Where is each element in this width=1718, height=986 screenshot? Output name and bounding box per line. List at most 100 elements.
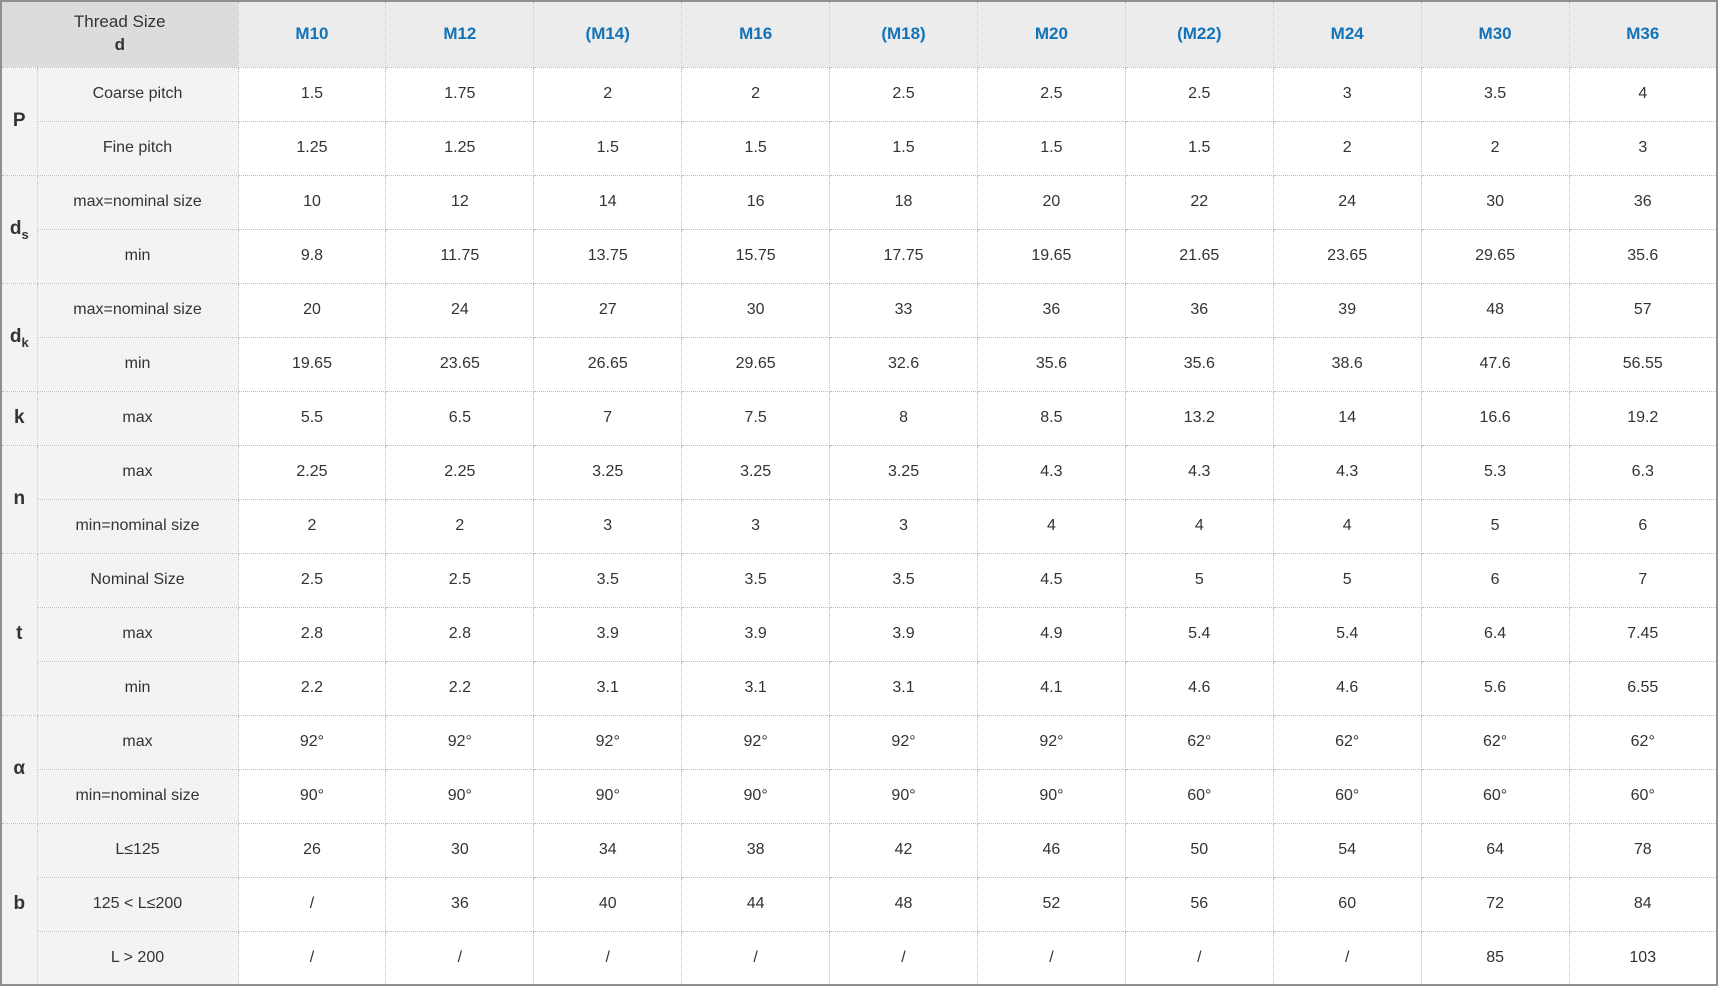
table-row: L > 200// / / / / //85 103: [1, 930, 1718, 986]
table-cell: 27: [533, 282, 683, 338]
table-body: P Coarse pitch 1.5 1.75 2 2 2.5 2.5 2.5 3 3.5 4 Fine…: [0, 66, 1718, 986]
table-cell: 1.5: [533, 120, 683, 176]
table-cell: 38: [681, 822, 831, 878]
table-cell: 5.4: [1272, 606, 1422, 662]
table-row: n max 2.25 2.25 3.25 3.25 3.25 4.3 4.3 4.3 5.3 6.3: [0, 444, 1718, 554]
table-cell: 1.5: [681, 120, 831, 176]
table-cell: 92°: [681, 714, 831, 770]
table-cell: 60°: [1568, 768, 1718, 824]
table-cell: 3: [533, 498, 683, 554]
table-cell: 35.6: [1568, 228, 1718, 284]
table-cell: 2.5: [385, 552, 535, 608]
table-cell: 19.65: [237, 336, 387, 392]
table-row: 125 < L≤200/36 40 44 48 52 56 60 72 84: [1, 876, 1718, 932]
row-label: max: [36, 714, 239, 770]
row-label: min: [36, 336, 239, 392]
table-cell: 4.6: [1272, 660, 1422, 716]
table-cell: 24: [385, 282, 535, 338]
row-label: max: [36, 444, 239, 500]
table-cell: 5: [1124, 552, 1274, 608]
table-row: min 9.8 11.75 13.75 15.75 17.75 19.65 21.65 23.6…: [1, 228, 1718, 284]
corner-header-thread-size: Thread Size d: [0, 0, 239, 68]
table-cell: 30: [385, 822, 535, 878]
table-cell: 92°: [533, 714, 683, 770]
table-row: Fine pitch 1.25 1.25 1.5 1.5 1.5 1.5 1.5 2 2 3: [1, 120, 1718, 176]
table-cell: 3.25: [829, 444, 978, 500]
table-cell: 2.8: [237, 606, 387, 662]
table-cell: 1.25: [237, 120, 387, 176]
table-cell: 4.3: [1124, 444, 1274, 500]
table-cell: 2.25: [237, 444, 387, 500]
table-cell: 4: [1124, 498, 1274, 554]
table-row: t Nominal Size 2.5 2.5 3.5 3.5 3.5 4.5 5 5 6 7: [0, 552, 1718, 716]
table-cell: 26.65: [533, 336, 683, 392]
row-label: max=nominal size: [36, 282, 239, 338]
table-cell: 92°: [976, 714, 1126, 770]
table-cell: /: [385, 930, 535, 986]
row-group-symbol-t: t: [0, 552, 38, 716]
table-cell: /: [1272, 930, 1422, 986]
table-cell: 78: [1568, 822, 1718, 878]
table-cell: 16: [681, 174, 831, 230]
column-header-m24: M24: [1272, 0, 1422, 68]
table-cell: 13.75: [533, 228, 683, 284]
table-cell: 34: [533, 822, 683, 878]
table-cell: 5.3: [1420, 444, 1570, 500]
table-cell: 36: [1568, 174, 1718, 230]
table-cell: 21.65: [1124, 228, 1274, 284]
table-cell: 84: [1568, 876, 1718, 932]
table-cell: 90°: [385, 768, 535, 824]
table-cell: 2: [1272, 120, 1422, 176]
table-cell: 6: [1568, 498, 1718, 554]
table-cell: 2: [533, 66, 683, 122]
table-cell: 38.6: [1272, 336, 1422, 392]
table-cell: 4: [976, 498, 1126, 554]
column-header-m30: M30: [1420, 0, 1570, 68]
table-cell: 23.65: [385, 336, 535, 392]
table-cell: 2.5: [237, 552, 387, 608]
table-row: min=nominal size 2 2 3 3 3 4 4 4 5 6: [1, 498, 1718, 554]
table-cell: 5: [1420, 498, 1570, 554]
table-cell: 8.5: [976, 390, 1126, 446]
table-row: min 19.65 23.65 26.65 29.65 32.6 35.6 35.6 38.6 4…: [1, 336, 1718, 392]
table-cell: 7: [533, 390, 683, 446]
table-cell: 47.6: [1420, 336, 1570, 392]
table-cell: 4.3: [976, 444, 1126, 500]
table-cell: 2.2: [237, 660, 387, 716]
table-cell: 3.9: [533, 606, 683, 662]
table-cell: 29.65: [1420, 228, 1570, 284]
table-cell: 56.55: [1568, 336, 1718, 392]
table-cell: 3.1: [829, 660, 978, 716]
table-cell: 32.6: [829, 336, 978, 392]
column-header-m12: M12: [385, 0, 535, 68]
table-cell: 3: [829, 498, 978, 554]
table-cell: 10: [237, 174, 387, 230]
table-cell: 4.5: [976, 552, 1126, 608]
table-cell: 103: [1568, 930, 1718, 986]
table-row: α max 92° 92° 92° 92° 92° 92° 62° 62° 62° 62°: [0, 714, 1718, 824]
table-cell: 1.75: [385, 66, 535, 122]
table-cell: 30: [681, 282, 831, 338]
table-cell: 3: [1272, 66, 1422, 122]
table-cell: 36: [1124, 282, 1274, 338]
table-row: b L≤125 26 30 34 38 42 46 50 54 64 78: [0, 822, 1718, 986]
table-cell: 13.2: [1124, 390, 1274, 446]
column-header-m14: (M14): [533, 0, 683, 68]
table-row: ds max=nominal size 10 12 14 16 18 20 22 24 30 36: [0, 174, 1718, 284]
row-group-symbol-k: k: [0, 390, 38, 446]
table-cell: 36: [976, 282, 1126, 338]
table-cell: 40: [533, 876, 683, 932]
table-row: k max 5.5 6.5 7 7.5 8 8.5 13.2 14 16.6 19.2: [0, 390, 1718, 446]
table-cell: 23.65: [1272, 228, 1422, 284]
table-cell: 8: [829, 390, 978, 446]
table-cell: 15.75: [681, 228, 831, 284]
table-cell: 60°: [1420, 768, 1570, 824]
table-cell: 35.6: [1124, 336, 1274, 392]
table-cell: 5.5: [237, 390, 387, 446]
table-cell: 3.5: [1420, 66, 1570, 122]
table-cell: 60°: [1124, 768, 1274, 824]
table-cell: 46: [976, 822, 1126, 878]
table-cell: 85: [1420, 930, 1570, 986]
row-label: min=nominal size: [36, 498, 239, 554]
